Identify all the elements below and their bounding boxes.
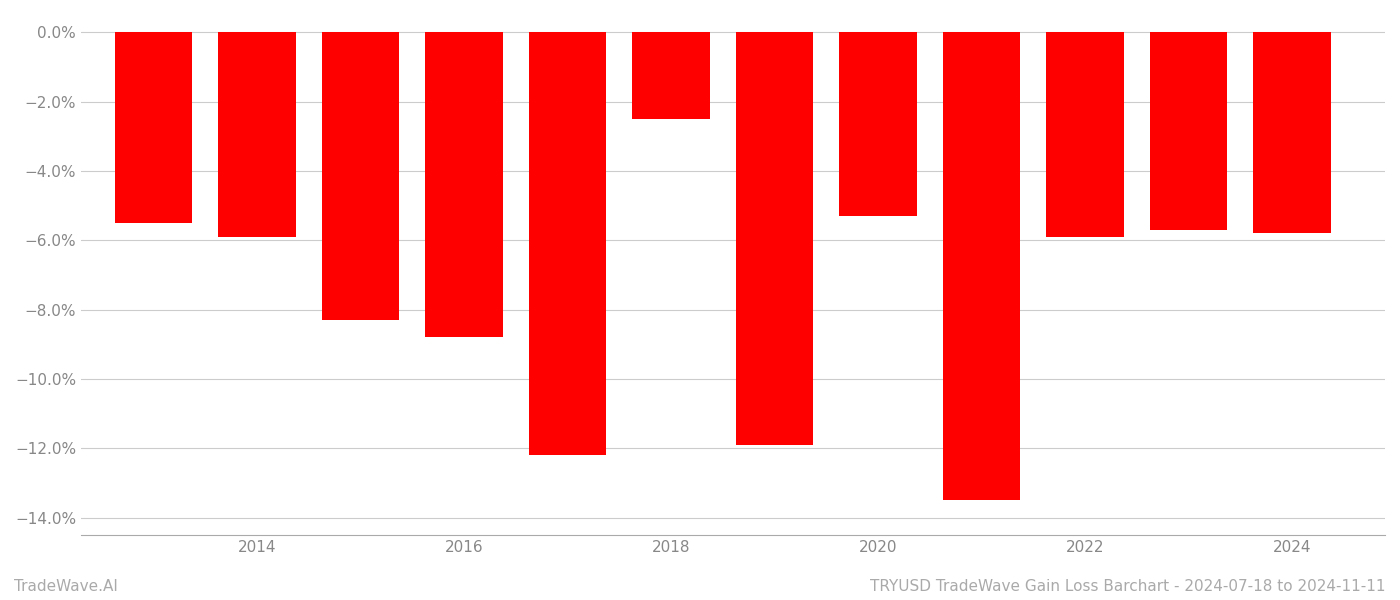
Bar — [1253, 32, 1330, 233]
Bar — [1149, 32, 1228, 230]
Bar — [735, 32, 813, 445]
Bar — [839, 32, 917, 216]
Bar — [942, 32, 1021, 500]
Text: TradeWave.AI: TradeWave.AI — [14, 579, 118, 594]
Bar — [529, 32, 606, 455]
Bar — [218, 32, 295, 237]
Bar — [322, 32, 399, 320]
Bar — [631, 32, 710, 119]
Bar — [426, 32, 503, 337]
Bar — [115, 32, 192, 223]
Text: TRYUSD TradeWave Gain Loss Barchart - 2024-07-18 to 2024-11-11: TRYUSD TradeWave Gain Loss Barchart - 20… — [871, 579, 1386, 594]
Bar — [1046, 32, 1124, 237]
